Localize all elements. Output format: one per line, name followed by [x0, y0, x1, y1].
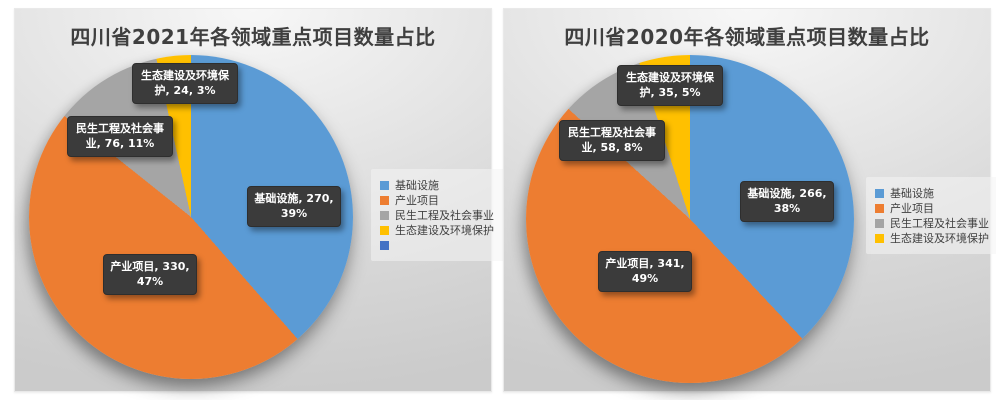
data-label-ecology-environment: 生态建设及环境保护, 35, 5% — [617, 65, 723, 106]
legend-item: 产业项目 — [380, 194, 496, 206]
legend-swatch-icon — [380, 195, 389, 205]
legend-label: 生态建设及环境保护 — [890, 231, 989, 245]
legend-item: 生态建设及环境保护 — [875, 232, 995, 244]
legend-swatch-icon — [875, 218, 884, 228]
legend-swatch-icon — [875, 203, 884, 213]
legend-label: 产业项目 — [395, 193, 439, 207]
legend: 基础设施 产业项目 民生工程及社会事业 生态建设及环境保护 — [866, 177, 996, 254]
pie-chart-panel-2021: 四川省2021年各领域重点项目数量占比 基础设施, 270, 39% 产业项目,… — [14, 8, 505, 392]
data-label-industrial-projects: 产业项目, 341, 49% — [598, 251, 692, 292]
legend-item: 基础设施 — [875, 187, 995, 199]
legend-swatch-icon — [380, 240, 389, 250]
legend-label: 基础设施 — [890, 186, 934, 200]
legend-swatch-icon — [380, 210, 389, 220]
legend-swatch-icon — [380, 180, 389, 190]
legend-label: 基础设施 — [395, 178, 439, 192]
legend-label: 生态建设及环境保护 — [395, 223, 494, 237]
legend-item: 基础设施 — [380, 179, 496, 191]
data-label-livelihood-social: 民生工程及社会事业, 58, 8% — [559, 120, 665, 161]
chart-title-2020: 四川省2020年各领域重点项目数量占比 — [564, 25, 930, 49]
data-label-infrastructure: 基础设施, 266, 38% — [740, 181, 834, 222]
chart-title-2021: 四川省2021年各领域重点项目数量占比 — [70, 25, 436, 49]
data-label-ecology-environment: 生态建设及环境保护, 24, 3% — [132, 63, 238, 104]
legend-item: 产业项目 — [875, 202, 995, 214]
legend-item — [380, 239, 496, 251]
data-label-industrial-projects: 产业项目, 330, 47% — [103, 254, 197, 295]
legend-swatch-icon — [875, 233, 884, 243]
pie-chart-panel-2020: 四川省2020年各领域重点项目数量占比 基础设施, 266, 38% 产业项目,… — [503, 8, 996, 392]
legend-swatch-icon — [875, 188, 884, 198]
legend: 基础设施 产业项目 民生工程及社会事业 生态建设及环境保护 — [371, 169, 505, 261]
data-label-livelihood-social: 民生工程及社会事业, 76, 11% — [67, 116, 173, 157]
legend-item: 民生工程及社会事业 — [380, 209, 496, 221]
legend-item: 民生工程及社会事业 — [875, 217, 995, 229]
legend-swatch-icon — [380, 225, 389, 235]
legend-label: 民生工程及社会事业 — [890, 216, 989, 230]
data-label-infrastructure: 基础设施, 270, 39% — [247, 186, 341, 227]
legend-label: 民生工程及社会事业 — [395, 208, 494, 222]
legend-item: 生态建设及环境保护 — [380, 224, 496, 236]
legend-label: 产业项目 — [890, 201, 934, 215]
